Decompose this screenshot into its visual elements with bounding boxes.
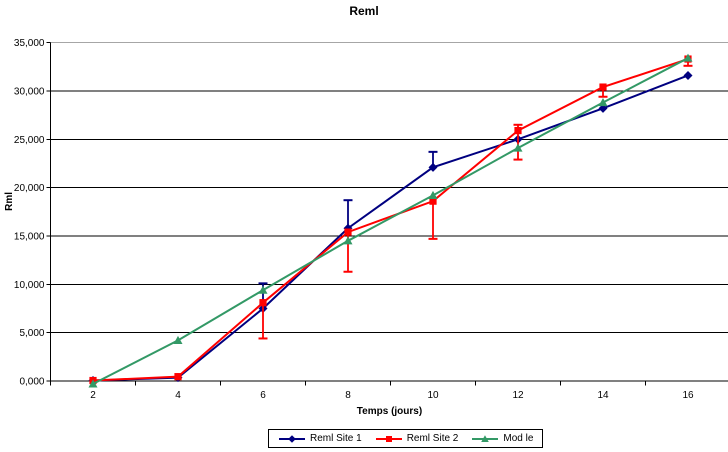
x-tick-label: 6 xyxy=(260,390,266,401)
data-point-marker xyxy=(683,53,693,62)
y-tick-label: 25,000 xyxy=(14,135,45,146)
series-line xyxy=(92,57,689,385)
y-tick-label: 35,000 xyxy=(14,38,45,49)
legend-label: Mod le xyxy=(503,433,534,444)
x-axis-title: Temps (jours) xyxy=(356,406,423,417)
x-tick-label: 4 xyxy=(175,390,181,401)
legend-marker xyxy=(481,434,490,442)
data-point-marker xyxy=(599,83,607,91)
data-point-marker xyxy=(344,228,352,236)
data-point-marker xyxy=(343,236,353,245)
series-reml-site-2 xyxy=(89,55,693,385)
series-line xyxy=(92,58,689,382)
triangle-marker-icon xyxy=(472,434,499,442)
legend-item-reml-site-2: Reml Site 2 xyxy=(375,433,459,444)
y-tick-label: 5,000 xyxy=(19,328,44,339)
legend-item-reml-site-1: Reml Site 1 xyxy=(278,433,362,444)
data-point-marker xyxy=(259,299,267,307)
data-point-marker xyxy=(258,285,268,294)
series-mod-le xyxy=(88,53,693,388)
square-marker-icon xyxy=(375,435,402,442)
gridlines xyxy=(50,42,728,334)
data-point-marker xyxy=(428,190,438,199)
data-point-marker xyxy=(683,70,693,80)
legend-item-mod-le: Mod le xyxy=(471,433,533,444)
y-axis-labels: 0,000 5,000 10,000 15,000 20,000 25,000 30,000… xyxy=(14,38,45,387)
legend-label: Reml Site 2 xyxy=(406,433,459,444)
data-point-marker xyxy=(598,98,608,107)
legend-marker xyxy=(385,435,392,442)
x-axis-labels: 2 4 6 8 10 12 14 16 xyxy=(90,390,694,401)
chart-title: Reml xyxy=(349,4,379,18)
axes xyxy=(50,42,728,386)
data-point-marker xyxy=(513,143,523,152)
data-point-marker xyxy=(88,379,98,388)
y-tick-label: 15,000 xyxy=(14,231,45,242)
diamond-marker-icon xyxy=(279,434,305,443)
data-point-marker xyxy=(514,126,522,135)
x-tick-label: 2 xyxy=(90,390,96,401)
x-tick-label: 8 xyxy=(345,390,351,401)
y-tick-label: 30,000 xyxy=(14,86,45,97)
x-tick-label: 12 xyxy=(512,390,524,401)
series-line xyxy=(92,74,689,382)
x-tick-label: 16 xyxy=(682,390,694,401)
x-tick-label: 10 xyxy=(427,390,439,401)
data-point-marker xyxy=(173,335,183,344)
data-point-marker xyxy=(429,197,437,205)
x-tick-label: 14 xyxy=(597,390,609,401)
y-axis-ticks xyxy=(46,42,51,382)
data-point-marker xyxy=(428,162,438,172)
y-tick-label: 10,000 xyxy=(14,280,45,291)
data-point-marker xyxy=(174,373,182,381)
legend-label: Reml Site 1 xyxy=(310,433,362,444)
y-tick-label: 20,000 xyxy=(14,183,45,194)
y-tick-label: 0,000 xyxy=(19,377,44,388)
legend: Reml Site 1 Reml Site 2 Mod le xyxy=(268,429,544,448)
legend-marker xyxy=(288,434,296,443)
